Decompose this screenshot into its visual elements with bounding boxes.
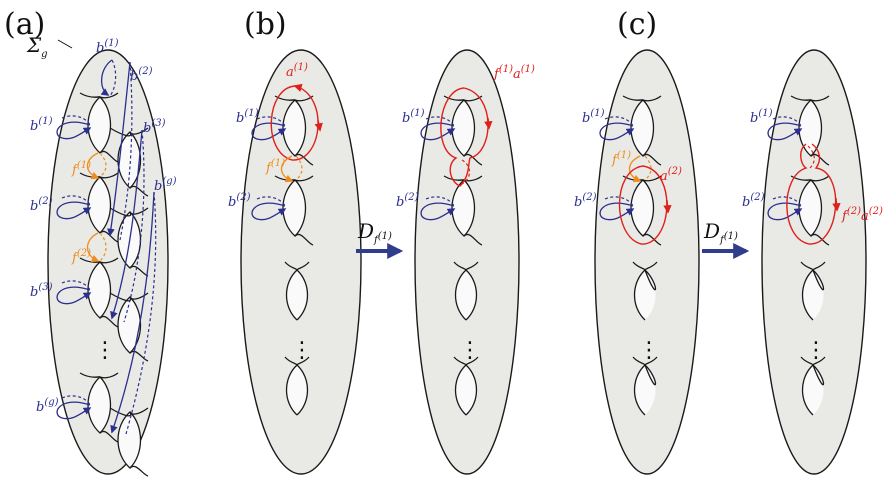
panel-b-before: ⋮ a(1) b(1) f(1) b(2): [228, 49, 362, 475]
ellipsis-b-after: ⋮: [459, 338, 481, 363]
f-curves-a: [86, 152, 107, 263]
b-curves-a: [56, 59, 157, 435]
label-b3-top: b(3): [143, 118, 166, 136]
label-b2-b2: b(2): [396, 192, 419, 210]
label-b1-c2: b(1): [750, 108, 773, 126]
ellipsis-c-before: ⋮: [638, 338, 660, 363]
surface-c-before: [594, 49, 700, 475]
f2a2-curve-c: [786, 143, 841, 245]
b-curves-c-before: [599, 116, 635, 221]
label-b2-left: b(2): [30, 196, 53, 214]
a2-curve-c: [618, 165, 672, 245]
b-curves-b-before: [251, 116, 287, 221]
label-f2-a: f(2): [71, 248, 91, 266]
label-a1-b: a(1): [286, 62, 308, 80]
label-bg-top: b(g): [154, 176, 177, 194]
label-b1-left: b(1): [30, 116, 53, 134]
label-b2-c2: b(2): [742, 192, 765, 210]
f1-curve-c: [628, 155, 652, 183]
label-b1-b2: b(1): [402, 108, 425, 126]
label-f1-c: f(1): [611, 150, 631, 168]
panel-c-before: ⋮ b(1) f(1) a(2) b(2): [574, 49, 700, 475]
transform-label-c: Df(1): [703, 219, 738, 246]
panel-c-after: ⋮ b(1) b(2) f(2)a(2): [742, 49, 883, 475]
surface-genus-label: Σg: [26, 33, 48, 60]
label-b1-c: b(1): [582, 108, 605, 126]
surface-c-after: [761, 49, 867, 475]
transform-arrow-c: Df(1): [702, 219, 750, 259]
handle-drawings-c2: [790, 95, 830, 416]
b-curves-c-after: [767, 116, 803, 221]
transform-arrow-b: Df(1): [356, 219, 404, 259]
label-f2a2-c: f(2)a(2): [841, 206, 883, 224]
label-f1-b: f(1): [265, 158, 285, 176]
panel-a: Σg ⋮: [26, 33, 177, 477]
panel-label-b: (b): [244, 7, 287, 42]
label-a2-c: a(2): [660, 166, 682, 184]
a1-curve-b: [270, 83, 323, 161]
label-bg-left: b(g): [36, 397, 59, 415]
label-b1-top: b(1): [96, 38, 119, 56]
surface-b-after: [414, 49, 520, 475]
label-f1-a: f(1): [71, 160, 91, 178]
ellipsis-a: ⋮: [94, 338, 116, 363]
panel-b-after: ⋮ f(1)a(1) b(1) b(2): [396, 49, 535, 475]
handle-drawings-b2: [443, 95, 483, 416]
ellipsis-c-after: ⋮: [805, 338, 827, 363]
label-b1-b: b(1): [236, 108, 259, 126]
surface-b-before: [240, 49, 362, 475]
label-b3-left: b(3): [30, 282, 53, 300]
ellipsis-b-before: ⋮: [291, 338, 313, 363]
f1a1-curve-b: [440, 87, 493, 187]
label-b2-c: b(2): [574, 192, 597, 210]
handle-drawings-c1: [622, 95, 662, 416]
panel-label-a: (a): [4, 7, 45, 42]
label-f1a1-b: f(1)a(1): [493, 64, 535, 82]
f1-curve-b: [280, 155, 303, 183]
transform-label-b: Df(1): [357, 219, 392, 246]
b-curves-b-after: [420, 116, 456, 221]
label-b2-top: b(2): [130, 66, 153, 84]
panel-label-c: (c): [617, 7, 657, 42]
label-b2-b: b(2): [228, 192, 251, 210]
